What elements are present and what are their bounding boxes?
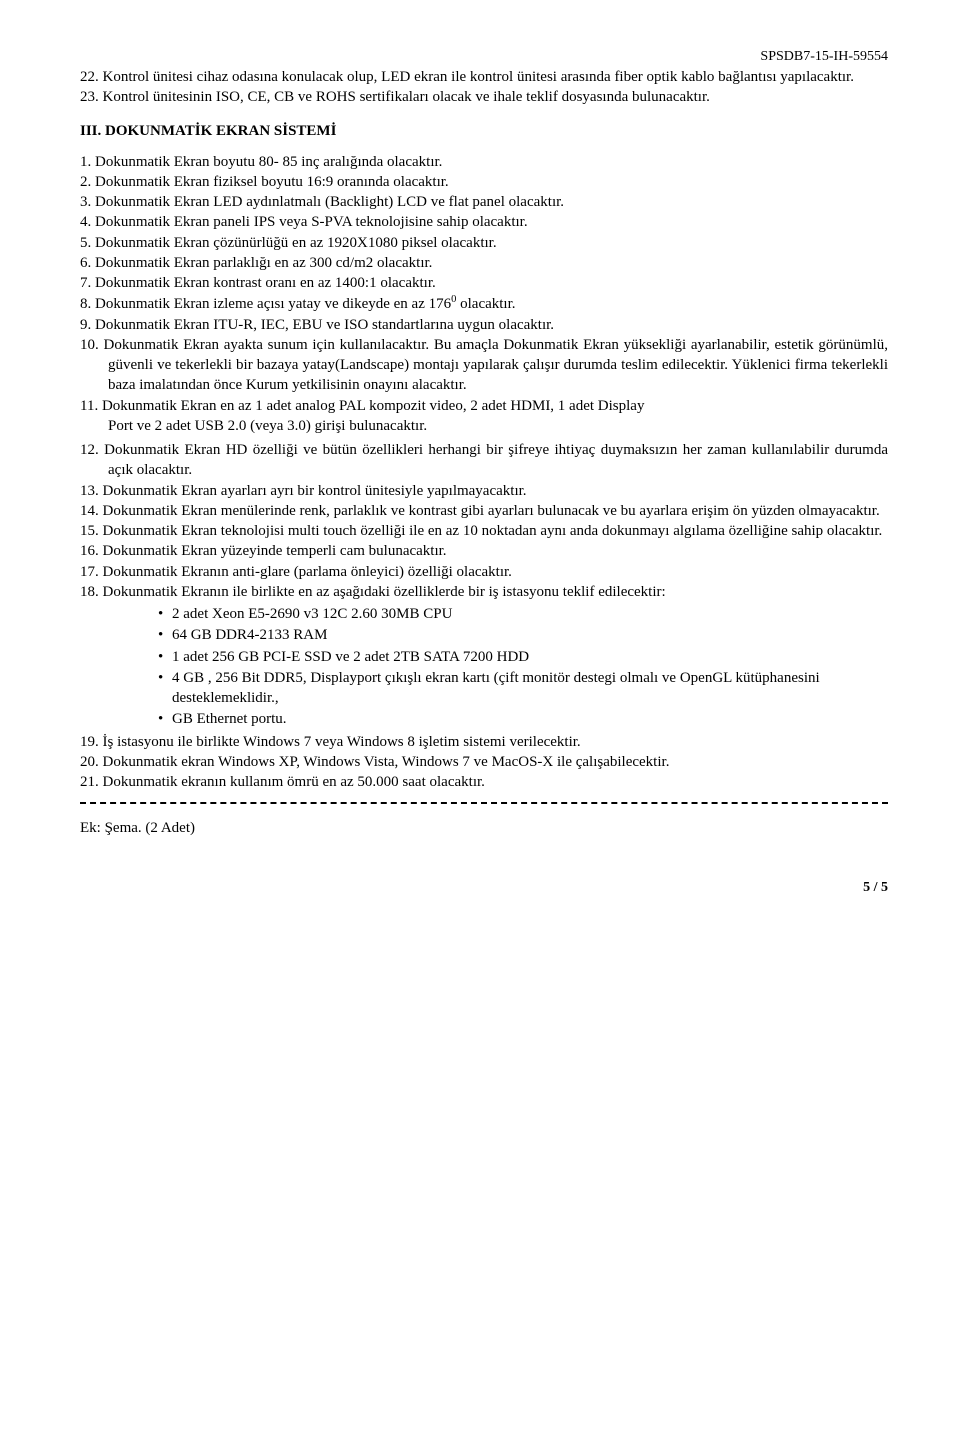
bullet-item: GB Ethernet portu.	[158, 709, 888, 729]
bullet-item: 4 GB , 256 Bit DDR5, Displayport çıkışlı…	[158, 668, 888, 709]
list-item: 14. Dokunmatik Ekran menülerinde renk, p…	[80, 501, 888, 521]
list-item: 20. Dokunmatik ekran Windows XP, Windows…	[80, 752, 888, 772]
list-item: 21. Dokunmatik ekranın kullanım ömrü en …	[80, 772, 888, 792]
list-item: 15. Dokunmatik Ekran teknolojisi multi t…	[80, 521, 888, 541]
text: olacaktır.	[456, 296, 515, 312]
list-item: 12. Dokunmatik Ekran HD özelliği ve bütü…	[80, 440, 888, 481]
page-number: 5 / 5	[80, 879, 888, 898]
list-item: 2. Dokunmatik Ekran fiziksel boyutu 16:9…	[80, 172, 888, 192]
list-item-8: 8. Dokunmatik Ekran izleme açısı yatay v…	[80, 293, 888, 314]
list-item: 7. Dokunmatik Ekran kontrast oranı en az…	[80, 273, 888, 293]
list-item: 4. Dokunmatik Ekran paneli IPS veya S-PV…	[80, 212, 888, 232]
bullet-item: 1 adet 256 GB PCI-E SSD ve 2 adet 2TB SA…	[158, 647, 888, 667]
list-item: 17. Dokunmatik Ekranın anti-glare (parla…	[80, 562, 888, 582]
dashed-separator	[80, 802, 888, 804]
list-item: 9. Dokunmatik Ekran ITU-R, IEC, EBU ve I…	[80, 315, 888, 335]
section-3-title: III. DOKUNMATİK EKRAN SİSTEMİ	[80, 121, 888, 141]
appendix-text: Ek: Şema. (2 Adet)	[80, 818, 888, 838]
list-item: 13. Dokunmatik Ekran ayarları ayrı bir k…	[80, 481, 888, 501]
document-code: SPSDB7-15-IH-59554	[80, 48, 888, 67]
bullet-item: 2 adet Xeon E5-2690 v3 12C 2.60 30MB CPU	[158, 604, 888, 624]
bullet-item: 64 GB DDR4-2133 RAM	[158, 625, 888, 645]
list-item: 23. Kontrol ünitesinin ISO, CE, CB ve RO…	[80, 87, 888, 107]
list-item: 22. Kontrol ünitesi cihaz odasına konula…	[80, 67, 888, 87]
list-item: 19. İş istasyonu ile birlikte Windows 7 …	[80, 732, 888, 752]
list-item: 5. Dokunmatik Ekran çözünürlüğü en az 19…	[80, 233, 888, 253]
list-item-11-line2: Port ve 2 adet USB 2.0 (veya 3.0) girişi…	[80, 416, 888, 436]
list-item: 10. Dokunmatik Ekran ayakta sunum için k…	[80, 335, 888, 396]
text: 8. Dokunmatik Ekran izleme açısı yatay v…	[80, 296, 451, 312]
list-item: 1. Dokunmatik Ekran boyutu 80- 85 inç ar…	[80, 152, 888, 172]
list-item: 18. Dokunmatik Ekranın ile birlikte en a…	[80, 582, 888, 602]
bullet-list: 2 adet Xeon E5-2690 v3 12C 2.60 30MB CPU…	[80, 604, 888, 730]
list-item: 16. Dokunmatik Ekran yüzeyinde temperli …	[80, 541, 888, 561]
list-item: 6. Dokunmatik Ekran parlaklığı en az 300…	[80, 253, 888, 273]
list-item-11-line1: 11. Dokunmatik Ekran en az 1 adet analog…	[80, 396, 888, 416]
list-item: 3. Dokunmatik Ekran LED aydınlatmalı (Ba…	[80, 192, 888, 212]
